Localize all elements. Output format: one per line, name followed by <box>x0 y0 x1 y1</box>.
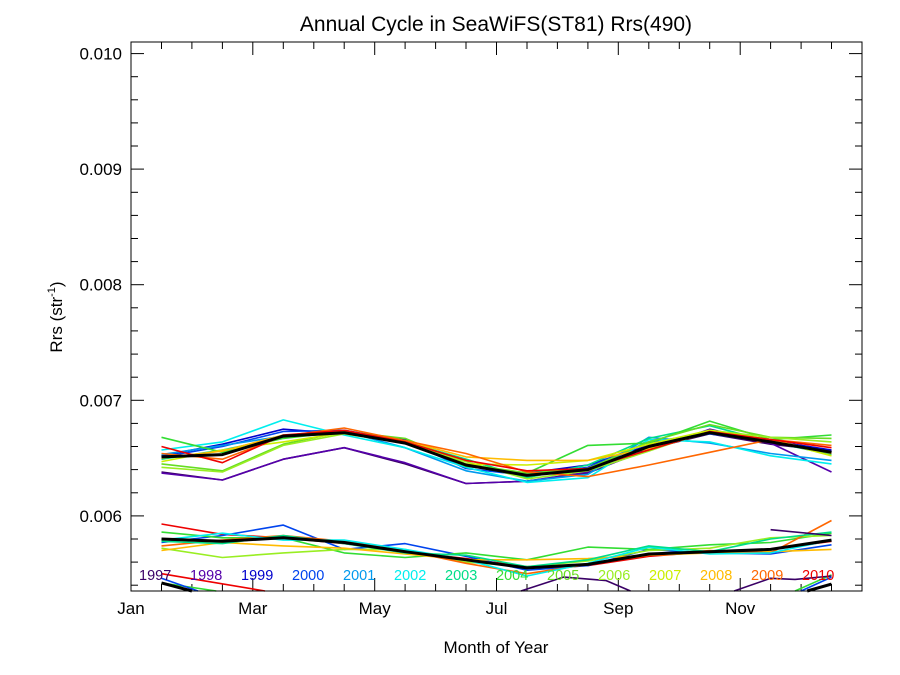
plot-frame <box>130 41 863 592</box>
series-line-2002 <box>161 419 832 484</box>
bottom-fragment-line <box>794 574 832 592</box>
bottom-fragment-line <box>161 572 266 592</box>
bottom-fragment-line <box>161 581 193 593</box>
axis-ticks <box>130 42 863 591</box>
x-axis-title: Month of Year <box>444 638 549 657</box>
y-tick-label: 0.008 <box>79 276 122 295</box>
y-tick-label: 0.007 <box>79 391 122 410</box>
legend-label-2002: 2002 <box>394 568 426 584</box>
bottom-fragment-line <box>806 582 832 593</box>
lower-series-line <box>161 531 832 568</box>
plot-area: 1997 1998 1999 2000 2001 2002 2003 2004 2005 2006… <box>130 41 863 593</box>
legend-label-2007: 2007 <box>649 568 681 584</box>
series-line-2005 <box>161 423 832 474</box>
series-line-2007 <box>161 429 832 466</box>
x-tick-label: Nov <box>725 599 756 618</box>
y-axis-title-close: ) <box>47 281 66 287</box>
bottom-fragment-line <box>161 577 199 592</box>
x-tick-label: Mar <box>238 599 268 618</box>
y-axis-title: Rrs (str-1) <box>46 281 66 352</box>
legend-label-2010: 2010 <box>802 568 834 584</box>
legend-label-2009: 2009 <box>751 568 783 584</box>
legend-label-2008: 2008 <box>700 568 732 584</box>
bottom-fragment-line <box>733 575 832 592</box>
legend-label-2006: 2006 <box>598 568 630 584</box>
x-tick-label: Sep <box>603 599 633 618</box>
legend-label-2004: 2004 <box>496 568 528 584</box>
lower-mean-line <box>161 536 832 570</box>
series-line-2001 <box>161 430 832 483</box>
lower-series-line <box>770 528 832 537</box>
y-tick-labels: 0.006 0.007 0.008 0.009 0.010 <box>79 45 122 526</box>
x-tick-label: May <box>359 599 392 618</box>
mean-line <box>161 431 832 477</box>
y-tick-label: 0.009 <box>79 160 122 179</box>
legend-label-1997: 1997 <box>139 568 171 584</box>
x-tick-label: Jul <box>486 599 508 618</box>
x-tick-label: Jan <box>117 599 144 618</box>
series-lines <box>161 419 832 593</box>
chart-title: Annual Cycle in SeaWiFS(ST81) Rrs(490) <box>300 13 692 36</box>
legend-label-2000: 2000 <box>292 568 324 584</box>
legend-label-2005: 2005 <box>547 568 579 584</box>
legend: 1997 1998 1999 2000 2001 2002 2003 2004 2005 2006… <box>139 568 834 584</box>
bottom-fragment-line <box>520 576 631 592</box>
legend-label-2003: 2003 <box>445 568 477 584</box>
x-tick-labels: Jan Mar May Jul Sep Nov <box>117 599 756 618</box>
y-axis-title-exponent: -1 <box>46 287 58 297</box>
legend-label-1998: 1998 <box>190 568 222 584</box>
legend-label-2001: 2001 <box>343 568 375 584</box>
bottom-fragment-line <box>800 576 832 592</box>
y-tick-label: 0.010 <box>79 45 122 64</box>
y-axis-title-main: Rrs (str <box>47 297 66 353</box>
legend-label-1999: 1999 <box>241 568 273 584</box>
y-tick-label: 0.006 <box>79 507 122 526</box>
